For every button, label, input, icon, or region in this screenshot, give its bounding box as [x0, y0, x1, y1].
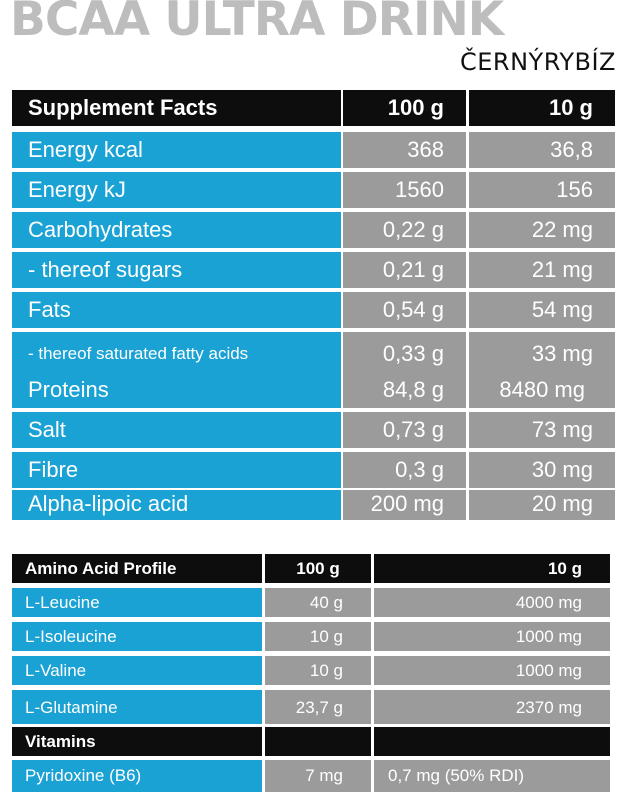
amino-row-100g: 10 g: [265, 622, 371, 651]
amino-row-10g: 2370 mg: [374, 690, 610, 724]
supplement-row-100g: 0,73 g: [343, 412, 466, 448]
supplement-row-10g: 20 mg: [469, 490, 615, 520]
supplement-row-10g: 54 mg: [469, 292, 615, 328]
product-title: BCAA ULTRA DRINK: [10, 0, 504, 47]
supplement-row-label: Energy kcal: [12, 132, 341, 168]
vitamins-header-label: Vitamins: [12, 727, 262, 756]
amino-row-label: L-Leucine: [12, 588, 262, 617]
supplement-row-label: Fibre: [12, 452, 341, 488]
amino-header-label: Amino Acid Profile: [12, 554, 262, 583]
supplement-row-label: - thereof saturated fatty acids: [12, 332, 341, 374]
vitamins-header-blank: [265, 727, 371, 756]
amino-row-label: L-Isoleucine: [12, 622, 262, 651]
vitamin-row-10g: 0,7 mg (50% RDI): [374, 760, 610, 792]
amino-row-10g: 1000 mg: [374, 622, 610, 651]
supplement-row-10g: 73 mg: [469, 412, 615, 448]
supplement-row-100g: 0,54 g: [343, 292, 466, 328]
supplement-row-10g: 8480 mg: [469, 372, 615, 408]
supplement-row-100g: 368: [343, 132, 466, 168]
supplement-row-label: - thereof sugars: [12, 252, 341, 288]
amino-row-10g: 1000 mg: [374, 656, 610, 685]
supplement-row-label: Energy kJ: [12, 172, 341, 208]
supplement-row-100g: 0,22 g: [343, 212, 466, 248]
supplement-row-100g: 0,33 g: [343, 332, 466, 374]
supplement-row-10g: 22 mg: [469, 212, 615, 248]
supplement-row-10g: 21 mg: [469, 252, 615, 288]
supplement-row-10g: 33 mg: [469, 332, 615, 374]
supplement-row-100g: 84,8 g: [343, 372, 466, 408]
supplement-row-10g: 30 mg: [469, 452, 615, 488]
supplement-row-label: Fats: [12, 292, 341, 328]
flavor-label: ČERNÝRYBÍZ: [460, 48, 616, 76]
amino-row-100g: 23,7 g: [265, 690, 371, 724]
amino-header-10g: 10 g: [374, 554, 610, 583]
supplement-header-100g: 100 g: [343, 90, 466, 126]
supplement-row-10g: 156: [469, 172, 615, 208]
supplement-row-label: Alpha-lipoic acid: [12, 490, 341, 520]
supplement-row-label: Proteins: [12, 372, 341, 408]
amino-row-100g: 40 g: [265, 588, 371, 617]
supplement-header-10g: 10 g: [469, 90, 615, 126]
amino-header-100g: 100 g: [265, 554, 371, 583]
amino-row-100g: 10 g: [265, 656, 371, 685]
vitamins-header-blank: [374, 727, 610, 756]
supplement-row-100g: 1560: [343, 172, 466, 208]
amino-row-label: L-Valine: [12, 656, 262, 685]
supplement-header-label: Supplement Facts: [12, 90, 341, 126]
supplement-row-100g: 200 mg: [343, 490, 466, 520]
supplement-row-10g: 36,8: [469, 132, 615, 168]
vitamin-row-100g: 7 mg: [265, 760, 371, 792]
amino-row-label: L-Glutamine: [12, 690, 262, 724]
supplement-row-label: Salt: [12, 412, 341, 448]
supplement-row-100g: 0,21 g: [343, 252, 466, 288]
vitamin-row-label: Pyridoxine (B6): [12, 760, 262, 792]
supplement-row-label: Carbohydrates: [12, 212, 341, 248]
amino-row-10g: 4000 mg: [374, 588, 610, 617]
supplement-row-100g: 0,3 g: [343, 452, 466, 488]
